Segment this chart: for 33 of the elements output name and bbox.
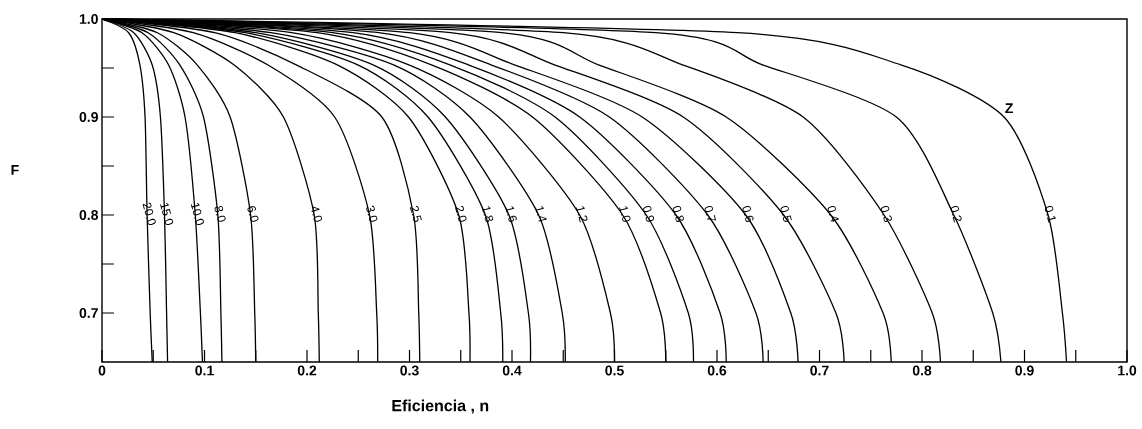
text: 0.4	[827, 205, 839, 223]
x-tick-label: 0.5	[605, 365, 624, 376]
x-tick-label: 0.7	[810, 365, 829, 376]
text: 0.7	[704, 205, 717, 221]
text: 0.1	[1044, 205, 1056, 223]
x-tick-label: 0.8	[912, 365, 932, 376]
text: 0.9	[643, 205, 655, 222]
text: 2.5	[409, 205, 422, 222]
text: 8.0	[214, 205, 226, 222]
text: 10.0	[190, 203, 204, 226]
x-tick-label: 0.4	[502, 365, 522, 376]
text: 0.6	[742, 205, 754, 222]
x-axis-title: Eficiencia , n	[392, 399, 489, 414]
x-tick-label: 1.0	[1118, 365, 1137, 376]
x-tick-label: 0.2	[297, 365, 317, 376]
y-tick-label: 0.7	[79, 308, 98, 318]
text: 1.0	[619, 206, 631, 222]
y-axis-title: F	[11, 165, 19, 175]
x-tick-label: 0.6	[707, 365, 727, 376]
text: 0.3	[880, 205, 892, 223]
y-tick-label: 0.9	[79, 112, 98, 122]
x-tick-label: 0	[98, 365, 106, 376]
x-tick-label: 0.9	[1015, 365, 1034, 376]
x-tick-label: 0.3	[400, 365, 419, 376]
text: 0.5	[780, 205, 792, 222]
annotation: Z	[1005, 103, 1013, 113]
legend-label: 20.0	[142, 202, 156, 226]
y-tick-label: 0.8	[79, 210, 99, 220]
y-tick-label: 1.0	[79, 14, 98, 24]
x-tick-label: 0.1	[195, 365, 214, 376]
text: 6.0	[247, 206, 259, 222]
text: 1.6	[505, 206, 517, 222]
text: 3.0	[366, 205, 378, 222]
